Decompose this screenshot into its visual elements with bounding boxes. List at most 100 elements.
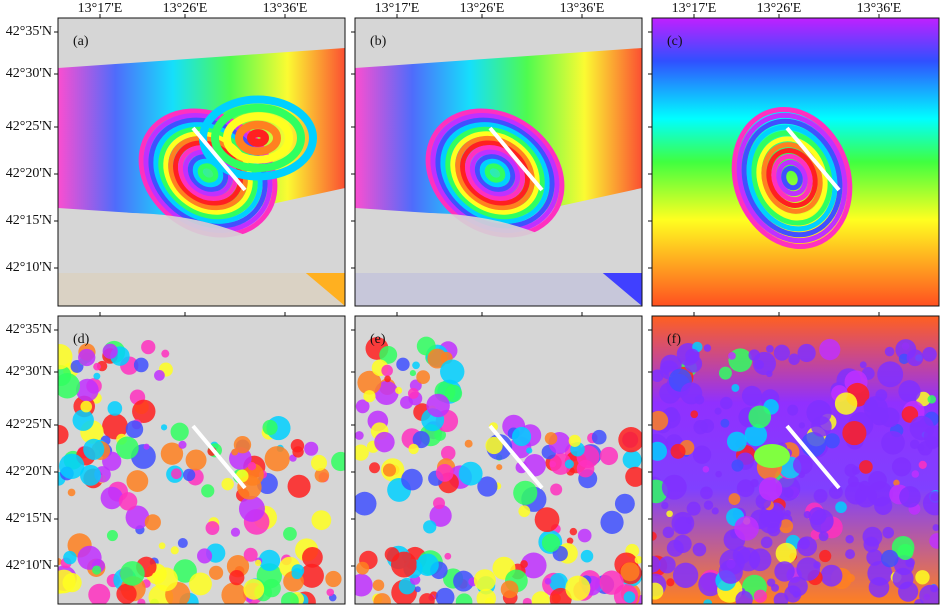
phase-speckle: [444, 384, 463, 403]
phase-speckle: [599, 570, 624, 595]
phase-speckle: [414, 586, 421, 593]
lat-tick-label: 42°15'N: [6, 213, 52, 228]
phase-speckle: [178, 440, 187, 449]
phase-speckle: [788, 353, 800, 365]
phase-speckle: [569, 527, 578, 536]
phase-speckle: [842, 420, 867, 446]
phase-speckle: [144, 514, 161, 531]
phase-speckle: [523, 454, 546, 477]
phase-speckle: [185, 449, 207, 471]
phase-speckle: [652, 441, 668, 461]
phase-speckle: [373, 593, 391, 604]
phase-speckle: [67, 488, 76, 497]
phase-speckle: [292, 446, 304, 458]
phase-speckle: [867, 560, 893, 586]
fringe: [435, 117, 555, 229]
phase-speckle: [355, 491, 377, 516]
phase-speckle: [78, 348, 96, 367]
phase-speckle: [201, 484, 215, 498]
phase-speckle: [435, 463, 454, 482]
phase-speckle: [824, 433, 840, 449]
panel-frame: [651, 17, 940, 307]
phase-speckle: [798, 422, 806, 429]
phase-speckle: [390, 551, 417, 578]
phase-speckle: [773, 592, 789, 604]
phase-speckle: [170, 546, 179, 555]
panel-content: [652, 316, 939, 604]
phase-speckle: [205, 521, 220, 535]
phase-speckle: [233, 436, 252, 454]
phase-speckle: [898, 380, 921, 403]
phase-speckle: [882, 526, 895, 539]
phase-speckle: [132, 399, 156, 424]
phase-speckle: [485, 436, 503, 455]
phase-speckle: [720, 396, 733, 410]
phase-speckle: [834, 392, 858, 415]
panel-frame: [651, 315, 940, 605]
phase-speckle: [811, 416, 832, 437]
phase-speckle: [160, 442, 184, 465]
phase-speckle: [326, 588, 335, 597]
phase-speckle: [829, 485, 843, 500]
phase-speckle: [58, 424, 69, 445]
phase-speckle: [311, 510, 332, 531]
phase-speckle: [299, 563, 324, 588]
lat-tick-label: 42°25'N: [6, 119, 52, 134]
decorrelated-area: [355, 213, 642, 306]
phase-speckle: [476, 588, 497, 604]
phase-speckle: [666, 510, 673, 518]
phase-speckle: [75, 378, 99, 402]
phase-speckle: [728, 348, 753, 373]
phase-speckle: [564, 459, 574, 469]
fringe: [197, 163, 219, 183]
phase-speckle: [161, 349, 170, 358]
phase-speckle: [325, 570, 342, 588]
phase-speckle: [407, 388, 419, 399]
phase-speckle: [787, 404, 799, 416]
phase-speckle: [458, 461, 483, 486]
phase-speckle: [444, 552, 452, 560]
phase-speckle: [304, 441, 319, 456]
panel-label: (d): [73, 332, 90, 347]
phase-speckle: [408, 443, 419, 455]
phase-speckle: [534, 507, 560, 533]
phase-speckle: [577, 528, 592, 543]
phase-speckle: [92, 565, 102, 575]
phase-speckle: [760, 536, 773, 549]
phase-speckle: [283, 526, 297, 541]
fringe: [211, 103, 305, 173]
phase-speckle: [922, 491, 939, 516]
phase-speckle: [692, 445, 712, 464]
uplift-blob: [754, 444, 790, 468]
phase-speckle: [736, 547, 761, 572]
fault-trace: [785, 126, 841, 192]
fringe: [776, 159, 808, 197]
phase-speckle: [591, 429, 607, 445]
phase-speckle: [845, 534, 854, 544]
phase-speckle: [766, 345, 774, 353]
phase-speckle: [820, 564, 843, 587]
phase-speckle: [262, 578, 281, 598]
phase-speckle: [120, 561, 145, 586]
lat-tick-label: 42°25'N: [6, 417, 52, 432]
phase-speckle: [513, 480, 538, 505]
phase-speckle: [62, 573, 82, 593]
phase-speckle: [693, 420, 708, 435]
phase-speckle: [652, 582, 664, 600]
phase-speckle: [784, 510, 791, 517]
fringe: [455, 135, 535, 211]
phase-speckle: [238, 495, 265, 522]
lon-tick-label: 13°36'E: [857, 1, 902, 16]
fringe: [484, 163, 506, 183]
phase-speckle: [868, 471, 887, 490]
phase-speckle: [846, 574, 855, 583]
phase-speckle: [518, 505, 531, 518]
phase-speckle: [384, 375, 391, 383]
panel-label: (c): [667, 34, 683, 49]
phase-speckle: [58, 453, 85, 479]
phase-speckle: [718, 366, 732, 380]
fringe: [465, 145, 525, 201]
phase-speckle: [899, 486, 921, 508]
phase-speckle: [652, 555, 661, 573]
